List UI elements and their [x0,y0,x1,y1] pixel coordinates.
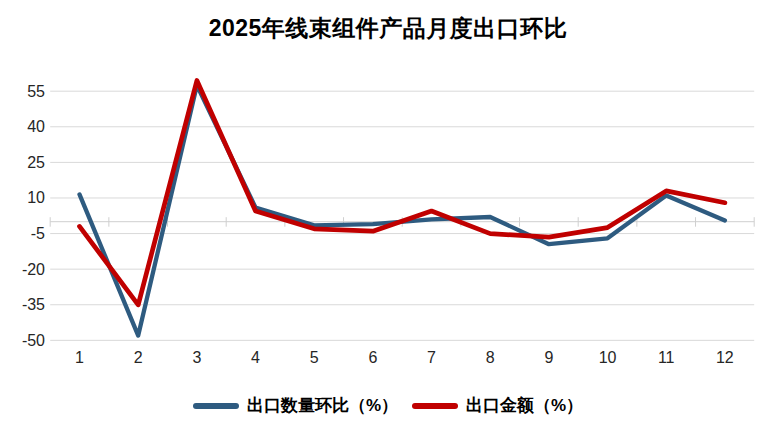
x-tick-label: 9 [544,349,553,366]
legend-line-swatch-amount [412,403,458,409]
series-line-amount [80,81,725,305]
x-tick-label: 3 [192,349,201,366]
y-tick-label: -35 [22,296,45,313]
x-tick-label: 1 [75,349,84,366]
series-line-quantity [80,85,725,335]
x-tick-label: 5 [310,349,319,366]
legend-item-amount: 出口金额（%） [412,394,583,417]
legend-line-swatch-quantity [193,403,239,409]
x-tick-label: 2 [134,349,143,366]
y-tick-label: 55 [27,83,45,100]
x-tick-label: 11 [658,349,675,366]
x-axis-tick-labels: 123456789101112 [75,349,734,366]
x-tick-label: 10 [599,349,617,366]
legend-label-quantity: 出口数量环比（%） [247,394,398,417]
x-tick-label: 8 [486,349,495,366]
legend-label-amount: 出口金额（%） [466,394,583,417]
y-tick-label: 25 [27,154,45,171]
y-tick-label: 40 [27,118,45,135]
chart-legend: 出口数量环比（%） 出口金额（%） [0,394,776,417]
y-axis-tick-labels: 55 40 25 10 -5 -20 -35 -50 [22,83,45,349]
y-tick-label: -50 [22,332,45,349]
gridlines [50,91,754,340]
y-tick-label: -20 [22,261,45,278]
x-tick-label: 7 [427,349,436,366]
legend-item-quantity: 出口数量环比（%） [193,394,398,417]
y-tick-label: -5 [31,225,45,242]
y-tick-label: 10 [27,189,45,206]
x-tick-label: 6 [368,349,377,366]
x-tick-label: 4 [251,349,260,366]
chart-canvas: 2025年线束组件产品月度出口环比 55402510-5-20-35-50123… [0,0,776,442]
x-tick-label: 12 [716,349,734,366]
line-chart-plot: 55402510-5-20-35-50123456789101112 [0,0,776,442]
